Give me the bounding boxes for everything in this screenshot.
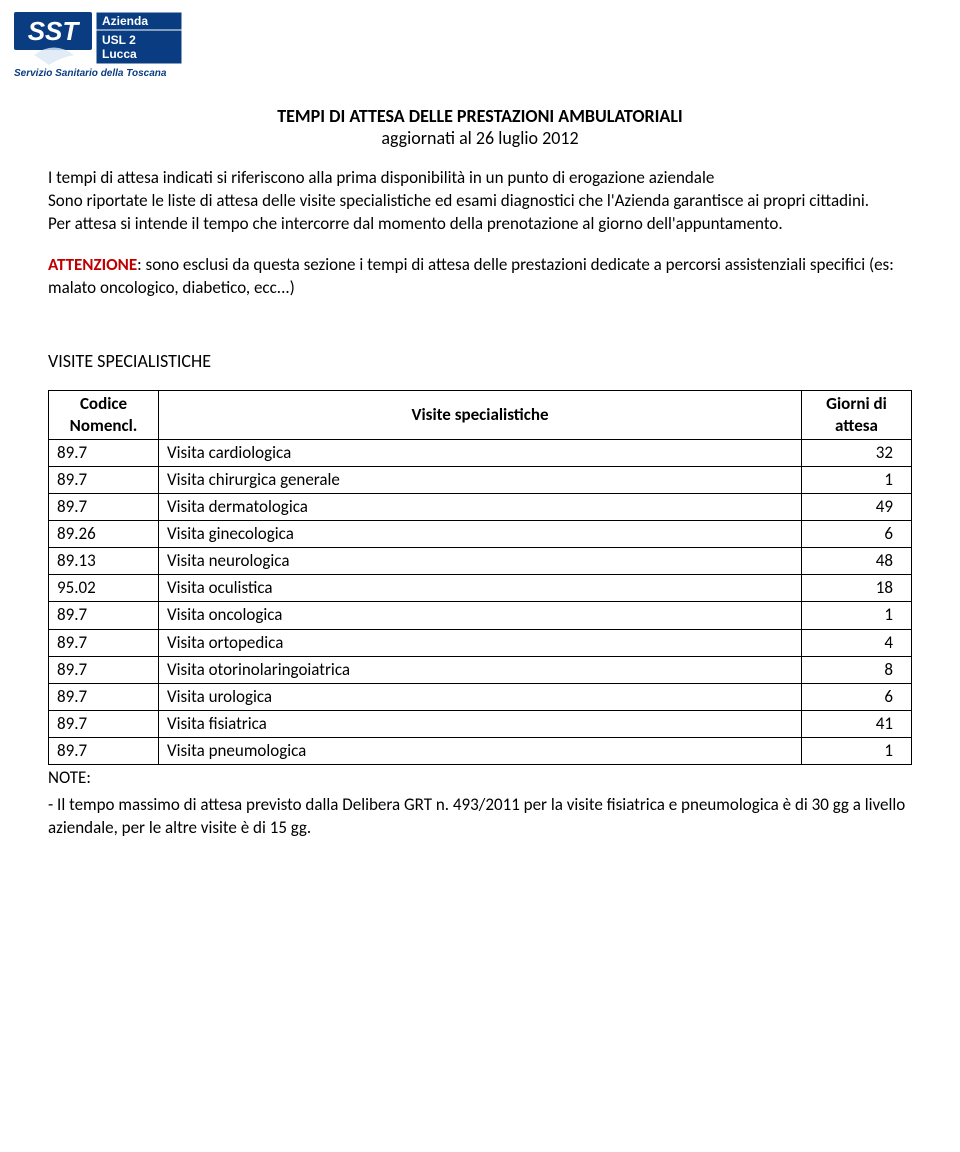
cell-days: 49 bbox=[802, 494, 912, 521]
cell-visit-name: Visita ortopedica bbox=[159, 629, 802, 656]
col-header-code-l2: Nomencl. bbox=[70, 415, 138, 436]
cell-visit-name: Visita oculistica bbox=[159, 575, 802, 602]
table-row: 89.7Visita fisiatrica41 bbox=[49, 710, 912, 737]
cell-days: 18 bbox=[802, 575, 912, 602]
cell-visit-name: Visita otorinolaringoiatrica bbox=[159, 656, 802, 683]
col-header-days-l2: attesa bbox=[835, 415, 878, 436]
cell-code: 89.7 bbox=[49, 494, 159, 521]
svg-text:Servizio Sanitario della Tosca: Servizio Sanitario della Toscana bbox=[14, 68, 167, 79]
table-row: 89.7Visita cardiologica32 bbox=[49, 439, 912, 466]
notes-body: - Il tempo massimo di attesa previsto da… bbox=[48, 794, 912, 840]
attention-note: ATTENZIONE: sono esclusi da questa sezio… bbox=[48, 254, 912, 300]
cell-visit-name: Visita neurologica bbox=[159, 548, 802, 575]
col-header-name: Visite specialistiche bbox=[159, 390, 802, 439]
cell-code: 89.13 bbox=[49, 548, 159, 575]
cell-days: 8 bbox=[802, 656, 912, 683]
cell-days: 6 bbox=[802, 521, 912, 548]
cell-visit-name: Visita chirurgica generale bbox=[159, 466, 802, 493]
cell-code: 89.7 bbox=[49, 602, 159, 629]
table-header-row: Codice Nomencl. Visite specialistiche Gi… bbox=[49, 390, 912, 439]
intro-paragraph-3: Per attesa si intende il tempo che inter… bbox=[48, 213, 912, 236]
svg-text:Azienda: Azienda bbox=[102, 14, 148, 28]
table-row: 89.26Visita ginecologica6 bbox=[49, 521, 912, 548]
table-row: 89.7Visita ortopedica4 bbox=[49, 629, 912, 656]
page-title: TEMPI DI ATTESA DELLE PRESTAZIONI AMBULA… bbox=[48, 105, 912, 127]
svg-text:SST: SST bbox=[28, 16, 81, 46]
cell-days: 1 bbox=[802, 602, 912, 629]
table-row: 89.7Visita pneumologica1 bbox=[49, 737, 912, 764]
title-block: TEMPI DI ATTESA DELLE PRESTAZIONI AMBULA… bbox=[48, 105, 912, 149]
table-row: 89.7Visita otorinolaringoiatrica8 bbox=[49, 656, 912, 683]
table-row: 89.7Visita dermatologica49 bbox=[49, 494, 912, 521]
cell-code: 89.7 bbox=[49, 683, 159, 710]
cell-days: 48 bbox=[802, 548, 912, 575]
cell-code: 89.7 bbox=[49, 629, 159, 656]
table-row: 89.7Visita urologica6 bbox=[49, 683, 912, 710]
col-header-days: Giorni di attesa bbox=[802, 390, 912, 439]
cell-visit-name: Visita urologica bbox=[159, 683, 802, 710]
page-subtitle: aggiornati al 26 luglio 2012 bbox=[48, 127, 912, 149]
attention-label: ATTENZIONE bbox=[48, 254, 137, 275]
sst-logo: SST Azienda USL 2 Lucca Servizio Sanitar… bbox=[14, 10, 254, 80]
cell-code: 89.7 bbox=[49, 439, 159, 466]
intro-paragraph-2: Sono riportate le liste di attesa delle … bbox=[48, 190, 912, 213]
cell-code: 95.02 bbox=[49, 575, 159, 602]
cell-days: 4 bbox=[802, 629, 912, 656]
cell-visit-name: Visita ginecologica bbox=[159, 521, 802, 548]
table-row: 89.7Visita chirurgica generale1 bbox=[49, 466, 912, 493]
cell-code: 89.7 bbox=[49, 710, 159, 737]
notes-label: NOTE: bbox=[48, 767, 912, 788]
table-row: 95.02Visita oculistica18 bbox=[49, 575, 912, 602]
section-title: VISITE SPECIALISTICHE bbox=[48, 350, 912, 372]
col-header-code-l1: Codice bbox=[80, 393, 127, 414]
logo-area: SST Azienda USL 2 Lucca Servizio Sanitar… bbox=[0, 0, 960, 85]
cell-code: 89.7 bbox=[49, 466, 159, 493]
cell-visit-name: Visita pneumologica bbox=[159, 737, 802, 764]
intro-text: I tempi di attesa indicati si riferiscon… bbox=[48, 167, 912, 236]
document-content: TEMPI DI ATTESA DELLE PRESTAZIONI AMBULA… bbox=[0, 85, 960, 840]
cell-visit-name: Visita dermatologica bbox=[159, 494, 802, 521]
cell-code: 89.7 bbox=[49, 656, 159, 683]
col-header-days-l1: Giorni di bbox=[826, 393, 887, 414]
cell-visit-name: Visita fisiatrica bbox=[159, 710, 802, 737]
table-row: 89.13Visita neurologica48 bbox=[49, 548, 912, 575]
table-row: 89.7Visita oncologica1 bbox=[49, 602, 912, 629]
cell-code: 89.26 bbox=[49, 521, 159, 548]
cell-visit-name: Visita cardiologica bbox=[159, 439, 802, 466]
cell-days: 1 bbox=[802, 737, 912, 764]
cell-code: 89.7 bbox=[49, 737, 159, 764]
cell-days: 1 bbox=[802, 466, 912, 493]
cell-days: 6 bbox=[802, 683, 912, 710]
cell-days: 41 bbox=[802, 710, 912, 737]
cell-days: 32 bbox=[802, 439, 912, 466]
col-header-code: Codice Nomencl. bbox=[49, 390, 159, 439]
cell-visit-name: Visita oncologica bbox=[159, 602, 802, 629]
visits-table: Codice Nomencl. Visite specialistiche Gi… bbox=[48, 390, 912, 765]
svg-text:USL 2: USL 2 bbox=[102, 33, 136, 47]
attention-text: : sono esclusi da questa sezione i tempi… bbox=[48, 254, 894, 298]
svg-text:Lucca: Lucca bbox=[102, 47, 137, 61]
intro-paragraph-1: I tempi di attesa indicati si riferiscon… bbox=[48, 167, 912, 190]
